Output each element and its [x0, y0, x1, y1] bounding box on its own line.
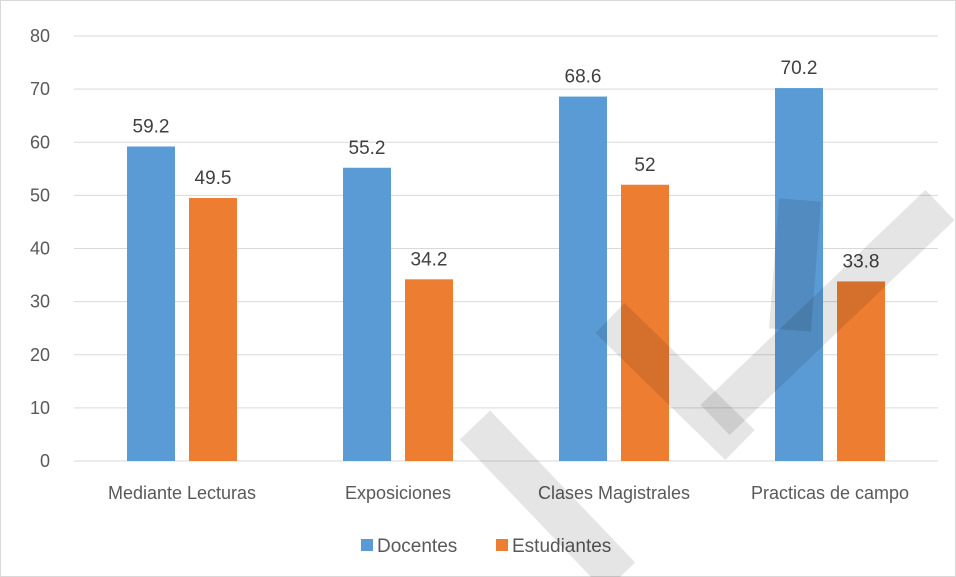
y-tick-label: 80 [30, 26, 50, 46]
y-axis-ticks: 0 10 20 30 40 50 60 70 80 [30, 26, 50, 471]
bar-docentes-0 [127, 146, 175, 461]
y-tick-label: 0 [40, 451, 50, 471]
bar-estudiantes-2 [621, 184, 669, 461]
bars [127, 88, 885, 461]
y-tick-label: 10 [30, 398, 50, 418]
x-category-label: Clases Magistrales [538, 483, 690, 503]
bar-docentes-2 [559, 96, 607, 461]
legend-label: Docentes [377, 536, 457, 557]
watermark-stroke [769, 198, 821, 332]
y-tick-label: 70 [30, 79, 50, 99]
y-tick-label: 60 [30, 132, 50, 152]
bar-docentes-3 [775, 88, 823, 461]
data-labels: 59.2 49.5 55.2 34.2 68.6 52 70.2 33.8 [133, 58, 880, 272]
data-label: 55.2 [349, 138, 386, 159]
legend-swatch-estudiantes [496, 539, 508, 551]
data-label: 52 [634, 155, 655, 176]
data-label: 49.5 [195, 168, 232, 189]
data-label: 68.6 [565, 67, 602, 88]
bar-docentes-1 [343, 167, 391, 461]
y-tick-label: 30 [30, 292, 50, 312]
x-axis-categories: Mediante Lecturas Exposiciones Clases Magi… [108, 483, 909, 503]
bar-estudiantes-1 [405, 279, 453, 461]
legend-label: Estudiantes [512, 536, 611, 557]
data-label: 70.2 [781, 58, 818, 79]
legend: Docentes Estudiantes [361, 536, 611, 557]
legend-swatch-docentes [361, 539, 373, 551]
y-tick-label: 50 [30, 185, 50, 205]
watermark-stroke [595, 302, 755, 461]
y-tick-label: 40 [30, 239, 50, 259]
watermark-stroke [459, 410, 636, 577]
bar-estudiantes-0 [189, 198, 237, 461]
watermark [459, 189, 955, 577]
x-category-label: Exposiciones [345, 483, 451, 503]
data-label: 34.2 [411, 249, 448, 270]
data-label: 59.2 [133, 117, 170, 138]
watermark-stroke [700, 189, 955, 436]
x-category-label: Mediante Lecturas [108, 483, 256, 503]
bar-estudiantes-3 [837, 281, 885, 461]
y-tick-label: 20 [30, 345, 50, 365]
data-label: 33.8 [843, 251, 880, 272]
x-category-label: Practicas de campo [751, 483, 909, 503]
